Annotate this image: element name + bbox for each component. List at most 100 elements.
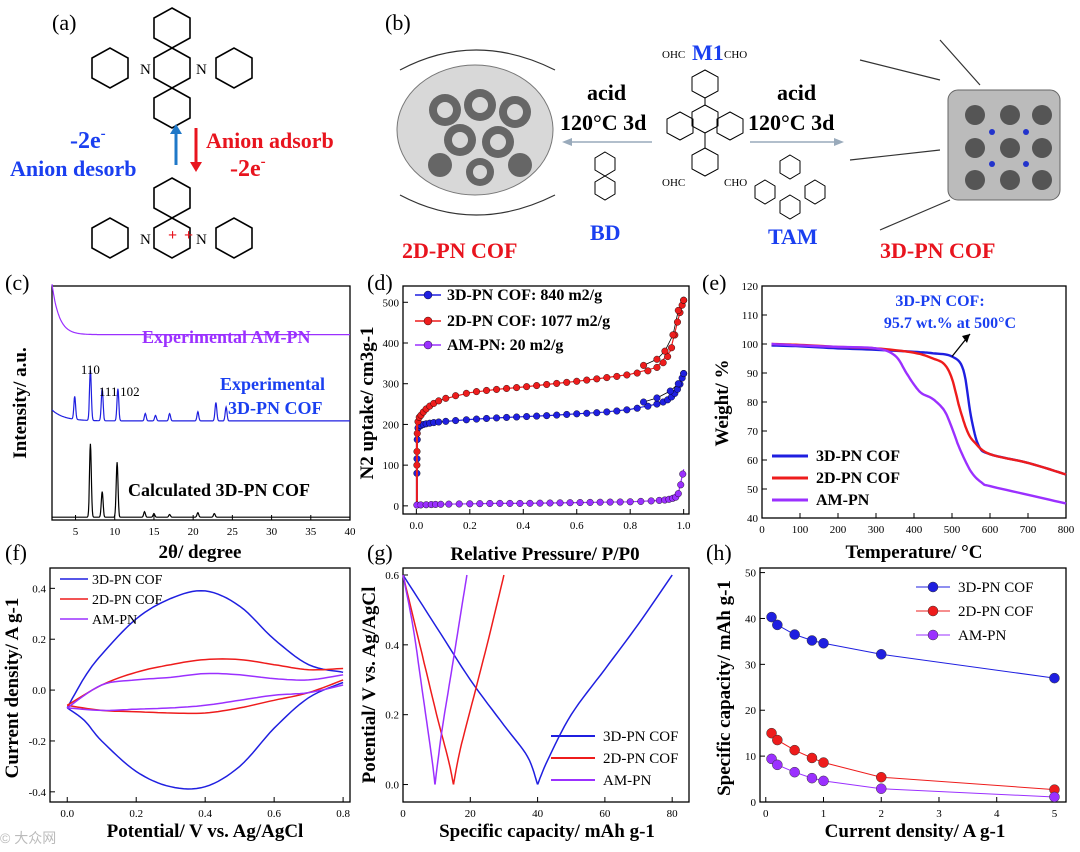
isotherm-point xyxy=(680,296,688,304)
y-tick-label: -0.4 xyxy=(29,787,47,799)
panel-label: (c) xyxy=(5,270,29,295)
isotherm-point xyxy=(435,418,443,426)
xrd-line-black xyxy=(52,443,350,518)
x-tick-label: 5 xyxy=(73,526,79,538)
isotherm-point xyxy=(613,372,621,380)
y-tick-label: 0.0 xyxy=(32,685,46,697)
x-tick-label: 300 xyxy=(868,524,885,536)
x-tick-label: 2 xyxy=(878,808,884,820)
isotherm-point xyxy=(503,413,511,421)
panel-label: (h) xyxy=(706,540,732,565)
isotherm-point xyxy=(613,407,621,415)
legend-text: 3D-PN COF xyxy=(603,729,678,745)
y-axis-title: Weight/ % xyxy=(712,359,733,446)
n-atom-right: N xyxy=(196,62,207,78)
y-tick-label: 10 xyxy=(745,751,757,763)
isotherm-point xyxy=(536,499,544,507)
bd-label: BD xyxy=(590,220,621,245)
isotherm-point xyxy=(473,388,481,396)
xrd-line-purple xyxy=(51,284,350,336)
isotherm-point xyxy=(483,414,491,422)
isotherm-point xyxy=(637,497,645,505)
isotherm-point xyxy=(583,376,591,384)
panel-b: (b) 2D-PN COF acid 120°C 3d BD M1 OHC CH… xyxy=(385,10,1061,263)
cv-upper-red xyxy=(66,658,344,706)
legend-text: 2D-PN COF xyxy=(958,604,1033,620)
y-tick-label: 300 xyxy=(383,379,400,391)
x-tick-label: 0 xyxy=(759,524,765,536)
y-tick-label: -0.2 xyxy=(29,736,46,748)
isotherm-point xyxy=(616,498,624,506)
cv-upper-blue xyxy=(66,589,344,709)
cho-right-top: CHO xyxy=(724,49,747,61)
isotherm-point xyxy=(593,375,601,383)
isotherm-point xyxy=(563,410,571,418)
isotherm-point xyxy=(493,385,501,393)
legend-text: AM-PN xyxy=(958,628,1007,644)
isotherm-point xyxy=(647,497,655,505)
x-tick-label: 60 xyxy=(599,808,611,820)
annotation-line2: 95.7 wt.% at 500°C xyxy=(884,315,1016,332)
x-tick-label: 600 xyxy=(982,524,999,536)
x-tick-label: 1.0 xyxy=(677,520,691,532)
isotherm-point xyxy=(573,377,581,385)
isotherm-point xyxy=(603,374,611,382)
y-tick-label: 100 xyxy=(383,460,400,472)
chart-c: (c) 5 10 15 20 25 30 35 40 110 111 102 Experimental … xyxy=(5,270,356,563)
x-tick-label: 400 xyxy=(906,524,923,536)
y-axis-title: Current density/ A g-1 xyxy=(2,598,23,779)
isotherm-point xyxy=(523,413,531,421)
x-tick-label: 200 xyxy=(830,524,847,536)
y-tick-label: 50 xyxy=(745,568,757,580)
x-tick-label: 0 xyxy=(400,808,406,820)
y-axis-title: Potential/ V vs. Ag/AgCl xyxy=(359,587,380,784)
isotherm-point xyxy=(596,498,604,506)
isotherm-point xyxy=(483,386,491,394)
isotherm-point xyxy=(533,382,541,390)
isotherm-point xyxy=(493,414,501,422)
isotherm-point xyxy=(653,363,661,371)
left-condition-2: 120°C 3d xyxy=(560,110,646,135)
cv-lower-blue xyxy=(66,681,344,790)
rate-point xyxy=(875,649,887,660)
x-tick-label: 0.2 xyxy=(463,520,477,532)
isotherm-point xyxy=(496,499,504,507)
left-product-title: 2D-PN COF xyxy=(402,238,517,263)
legend-marker xyxy=(423,316,433,326)
isotherm-point xyxy=(455,500,463,508)
isotherm-point xyxy=(606,498,614,506)
x-tick-label: 100 xyxy=(792,524,809,536)
x-tick-label: 5 xyxy=(1052,808,1058,820)
rate-point xyxy=(875,783,887,794)
anion-adsorb-label: Anion adsorb xyxy=(206,128,334,153)
isotherm-point xyxy=(661,347,669,355)
rate-point xyxy=(789,744,800,756)
isotherm-point xyxy=(435,397,443,405)
isotherm-point xyxy=(473,415,481,423)
right-condition-1: acid xyxy=(777,80,816,105)
x-tick-label: 0.6 xyxy=(267,808,281,820)
plus-right: + xyxy=(184,227,193,244)
legend-marker xyxy=(423,290,433,300)
y-tick-label: 40 xyxy=(745,613,757,625)
isotherm-point xyxy=(680,370,688,378)
y-tick-label: 60 xyxy=(747,455,759,467)
isotherm-point xyxy=(556,499,564,507)
isotherm-point xyxy=(513,384,521,392)
rate-point xyxy=(789,629,800,640)
plot-frame xyxy=(49,567,351,803)
y-tick-label: 0.2 xyxy=(32,634,46,646)
y-tick-label: 0.6 xyxy=(385,570,399,582)
n-atom-right-ox: N xyxy=(196,232,207,248)
x-tick-label: 30 xyxy=(266,526,278,538)
x-tick-label: 10 xyxy=(109,526,121,538)
panel-label: (e) xyxy=(702,270,726,295)
isotherm-point xyxy=(466,500,474,508)
x-tick-label: 0 xyxy=(763,808,769,820)
gcd-charge-red xyxy=(452,574,505,785)
panel-label: (d) xyxy=(367,270,393,295)
isotherm-point xyxy=(623,371,631,379)
y-tick-label: 80 xyxy=(747,397,759,409)
isotherm-point xyxy=(546,499,554,507)
isotherm-point xyxy=(553,379,561,387)
